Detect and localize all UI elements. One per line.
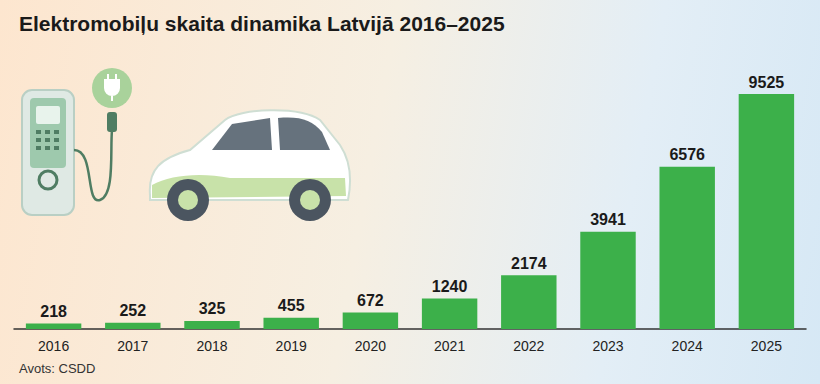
svg-text:2174: 2174 — [511, 255, 547, 272]
svg-text:2021: 2021 — [434, 338, 465, 354]
svg-text:2022: 2022 — [513, 338, 544, 354]
svg-text:9525: 9525 — [749, 74, 785, 91]
svg-text:2016: 2016 — [38, 338, 69, 354]
svg-text:2019: 2019 — [276, 338, 307, 354]
svg-text:2017: 2017 — [117, 338, 148, 354]
svg-text:455: 455 — [278, 297, 305, 314]
svg-text:2025: 2025 — [751, 338, 782, 354]
svg-text:2020: 2020 — [355, 338, 386, 354]
svg-text:218: 218 — [40, 303, 67, 320]
svg-text:252: 252 — [119, 302, 146, 319]
svg-text:6576: 6576 — [669, 146, 705, 163]
svg-text:3941: 3941 — [590, 211, 626, 228]
svg-text:2024: 2024 — [672, 338, 703, 354]
svg-text:Avots: CSDD: Avots: CSDD — [19, 361, 95, 376]
svg-text:Elektromobiļu skaita dinamika: Elektromobiļu skaita dinamika Latvijā 20… — [19, 12, 505, 35]
svg-text:2018: 2018 — [196, 338, 227, 354]
svg-text:672: 672 — [357, 292, 384, 309]
svg-text:1240: 1240 — [432, 278, 468, 295]
svg-text:2023: 2023 — [592, 338, 623, 354]
svg-text:325: 325 — [199, 300, 226, 317]
